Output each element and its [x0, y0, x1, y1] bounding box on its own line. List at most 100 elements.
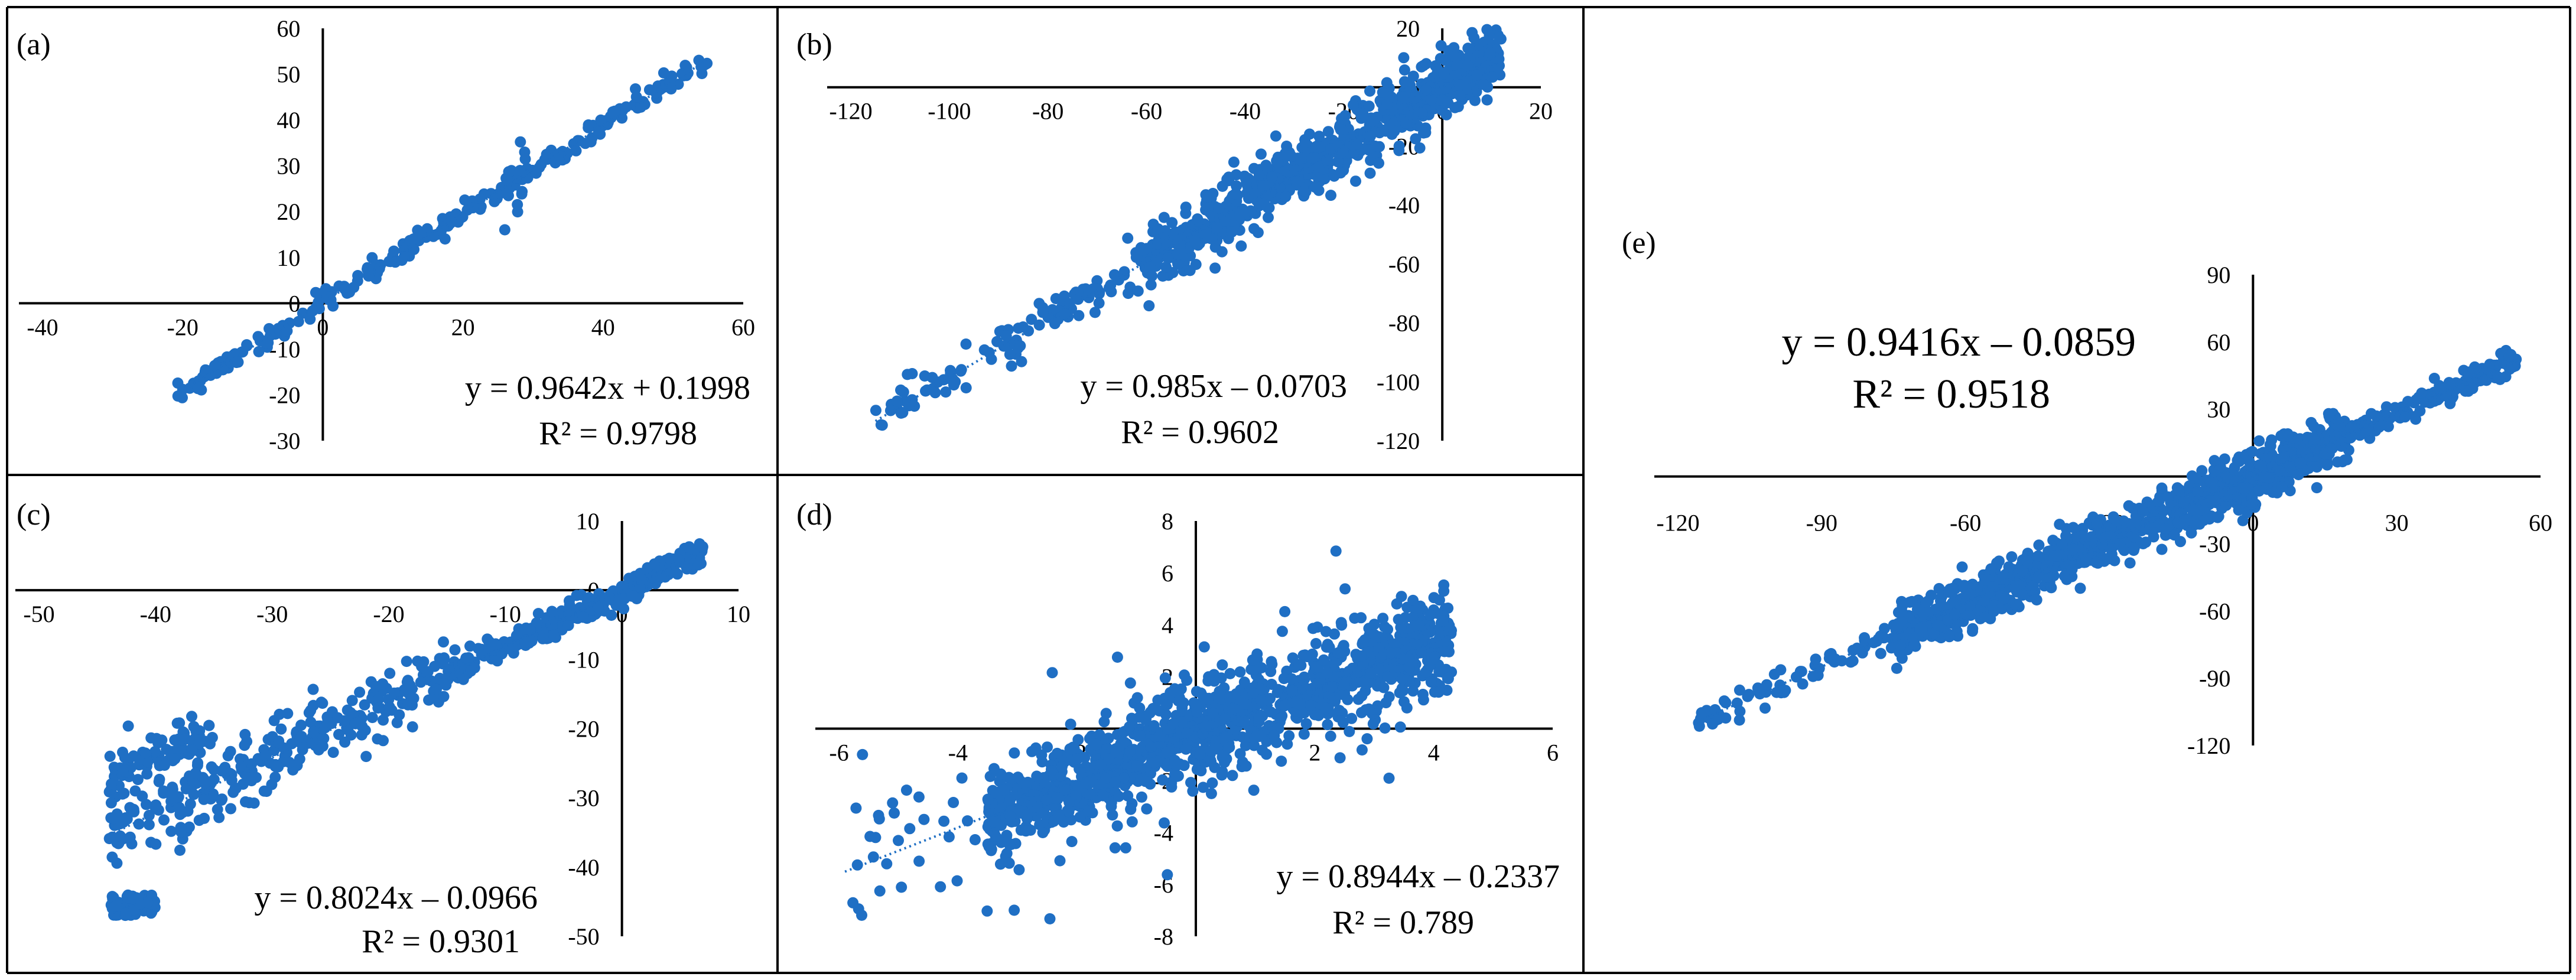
data-point	[530, 167, 542, 179]
data-point	[449, 644, 461, 656]
data-point	[1126, 816, 1138, 828]
data-point	[2339, 454, 2350, 466]
data-point	[1435, 40, 1447, 51]
data-point	[1306, 648, 1318, 660]
data-point	[1363, 100, 1375, 112]
data-point	[1216, 769, 1228, 781]
data-point	[282, 708, 294, 719]
data-point	[377, 678, 389, 690]
data-point	[1276, 756, 1287, 767]
data-point	[1160, 261, 1172, 273]
data-point	[1998, 593, 2010, 605]
data-point	[1203, 191, 1215, 203]
data-point	[158, 814, 170, 826]
data-point	[546, 605, 558, 617]
panel-label: (a)	[17, 28, 51, 61]
data-point	[437, 655, 449, 667]
data-point	[1212, 743, 1223, 754]
data-point	[516, 188, 528, 200]
data-point	[1134, 702, 1146, 714]
data-point	[1110, 746, 1122, 758]
data-point	[1454, 90, 1466, 102]
data-point	[1014, 340, 1026, 351]
data-point	[2054, 519, 2066, 530]
data-point	[1245, 205, 1257, 217]
data-point	[1386, 115, 1398, 126]
data-point	[1217, 180, 1228, 192]
data-point	[1022, 809, 1033, 821]
data-point	[1428, 592, 1440, 604]
data-point	[2263, 472, 2275, 484]
data-point	[139, 747, 151, 759]
x-tick-label: 60	[731, 314, 755, 340]
data-point	[373, 263, 385, 274]
data-point	[1227, 702, 1238, 714]
data-point	[1152, 223, 1164, 235]
trend-equation: y = 0.985x – 0.0703	[1080, 368, 1347, 405]
data-point	[2362, 423, 2374, 434]
data-point	[948, 797, 960, 808]
data-point	[1365, 130, 1377, 142]
data-point	[1335, 617, 1347, 629]
data-point	[1224, 693, 1236, 705]
y-tick-label: -8	[1154, 923, 1173, 950]
data-point	[1335, 123, 1346, 135]
data-point	[190, 767, 201, 779]
trendline	[1696, 359, 2518, 723]
data-point	[1172, 770, 1183, 782]
data-point	[372, 733, 383, 745]
data-point	[1052, 792, 1063, 804]
data-point	[151, 732, 162, 744]
trend-equation: y = 0.9642x + 0.1998	[465, 370, 750, 406]
data-point	[1836, 655, 1848, 667]
data-point	[227, 786, 239, 798]
data-point	[1111, 820, 1123, 832]
data-point	[514, 165, 526, 177]
data-point	[235, 761, 247, 772]
data-point	[1158, 211, 1170, 223]
data-point	[226, 774, 238, 786]
panel-e: -120-90-60-3003060-120-90-60-300306090(e…	[1622, 226, 2552, 759]
data-point	[1159, 672, 1171, 684]
data-point	[305, 717, 317, 728]
data-point	[1279, 605, 1291, 617]
data-point	[1442, 673, 1454, 685]
data-point	[700, 58, 711, 70]
data-point	[960, 338, 972, 350]
data-point	[201, 779, 213, 790]
data-point	[485, 188, 497, 200]
data-point	[1411, 639, 1423, 650]
data-point	[1205, 756, 1217, 767]
data-point	[406, 721, 418, 732]
data-point	[2246, 446, 2258, 457]
data-point	[1733, 684, 1745, 696]
data-point	[127, 893, 139, 904]
data-point	[1178, 697, 1189, 709]
data-point	[873, 809, 884, 821]
x-tick-label: -20	[167, 314, 199, 340]
data-point	[1152, 237, 1164, 249]
data-point	[1219, 714, 1231, 725]
data-point	[1091, 738, 1102, 750]
x-tick-label: 4	[1428, 740, 1440, 766]
data-point	[1192, 215, 1204, 227]
data-point	[412, 655, 424, 667]
data-point	[1481, 94, 1493, 106]
x-tick-label: -80	[1032, 98, 1063, 125]
data-point	[239, 740, 251, 751]
data-point	[1083, 286, 1095, 298]
data-point	[1398, 76, 1410, 87]
data-point	[617, 582, 629, 594]
data-point	[323, 294, 334, 305]
data-point	[240, 796, 251, 808]
data-point	[401, 656, 412, 668]
data-point	[2123, 500, 2135, 512]
x-tick-label: 6	[1547, 740, 1559, 766]
data-point	[305, 705, 317, 717]
data-point	[526, 635, 538, 647]
data-point	[918, 813, 930, 825]
data-point	[1335, 167, 1346, 179]
data-point	[1414, 142, 1426, 154]
data-point	[1026, 314, 1037, 325]
data-point	[636, 574, 648, 585]
